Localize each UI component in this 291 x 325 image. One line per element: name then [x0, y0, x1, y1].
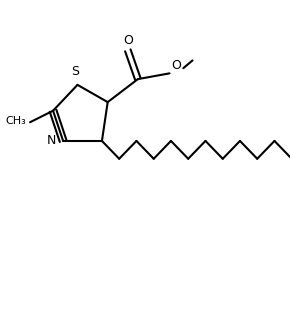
Text: CH₃: CH₃ — [6, 116, 26, 126]
Text: S: S — [71, 65, 79, 78]
Text: O: O — [171, 59, 181, 72]
Text: N: N — [47, 135, 56, 148]
Text: O: O — [123, 34, 133, 47]
